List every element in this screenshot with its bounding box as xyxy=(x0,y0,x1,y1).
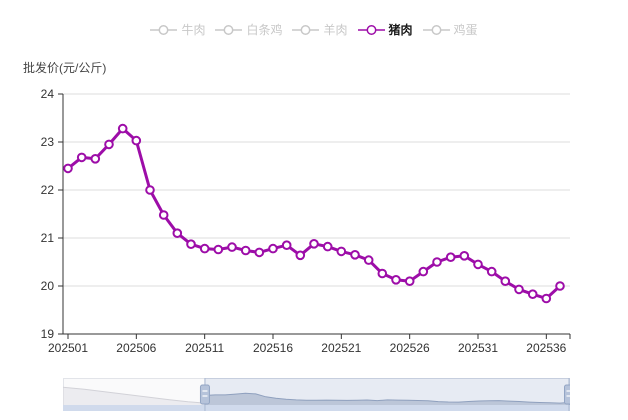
data-point-marker[interactable] xyxy=(391,275,401,285)
data-point-marker[interactable] xyxy=(172,228,183,238)
y-tick-label: 19 xyxy=(41,327,55,341)
y-tick-label: 24 xyxy=(41,87,55,101)
data-point-marker[interactable] xyxy=(418,266,429,277)
legend-line-marker-icon xyxy=(215,24,243,35)
legend-label: 牛肉 xyxy=(181,23,206,37)
x-tick-label: 202531 xyxy=(458,341,498,355)
legend-label: 白条鸡 xyxy=(246,23,283,37)
x-tick-label: 202501 xyxy=(48,341,88,355)
legend-item-2[interactable]: 白条鸡 xyxy=(215,21,282,38)
data-point-marker[interactable] xyxy=(63,163,73,174)
data-point-marker[interactable] xyxy=(281,240,292,250)
x-tick-label: 202516 xyxy=(253,341,293,355)
data-point-marker[interactable] xyxy=(486,266,497,277)
series-line xyxy=(66,127,562,300)
data-point-marker[interactable] xyxy=(199,243,210,254)
data-point-marker[interactable] xyxy=(254,247,265,258)
data-point-marker[interactable] xyxy=(445,252,456,263)
data-point-marker[interactable] xyxy=(117,123,128,134)
legend-item-1[interactable]: 牛肉 xyxy=(150,21,205,38)
data-point-marker[interactable] xyxy=(186,239,196,249)
data-zoom-slider[interactable] xyxy=(62,378,574,412)
legend-label: 羊肉 xyxy=(323,23,348,37)
legend-line-marker-icon xyxy=(357,24,385,35)
data-point-marker[interactable] xyxy=(145,185,155,195)
data-point-marker[interactable] xyxy=(514,284,524,295)
legend-item-4[interactable]: 猪肉 xyxy=(357,21,413,38)
data-point-marker[interactable] xyxy=(131,135,142,146)
legend-line-marker-icon xyxy=(292,24,320,35)
data-point-marker[interactable] xyxy=(377,268,388,279)
data-point-marker[interactable] xyxy=(104,139,114,150)
data-point-marker[interactable] xyxy=(404,276,415,287)
x-tick-label: 202506 xyxy=(116,341,156,355)
data-point-marker[interactable] xyxy=(541,293,552,304)
data-point-marker[interactable] xyxy=(322,241,333,252)
legend-label: 猪肉 xyxy=(388,23,413,37)
data-point-marker[interactable] xyxy=(76,152,87,163)
data-point-marker[interactable] xyxy=(363,255,374,265)
data-point-marker[interactable] xyxy=(227,242,237,252)
y-tick-label: 21 xyxy=(41,231,55,245)
price-line-chart: 19 20 21 22 23 24 202501 202506 202511 202516 2025… xyxy=(41,87,571,355)
data-point-marker[interactable] xyxy=(500,276,511,287)
x-tick-label: 202521 xyxy=(321,341,361,355)
legend-item-3[interactable]: 羊肉 xyxy=(292,21,348,38)
data-point-marker[interactable] xyxy=(158,210,169,220)
x-tick-label: 202511 xyxy=(185,341,224,355)
data-point-marker[interactable] xyxy=(268,243,278,254)
data-point-marker[interactable] xyxy=(90,154,101,164)
y-tick-label: 23 xyxy=(41,135,55,149)
slider-right-handle[interactable] xyxy=(564,384,574,405)
x-tick-label: 202526 xyxy=(390,341,430,355)
data-point-marker[interactable] xyxy=(555,281,565,291)
legend-item-5[interactable]: 鸡蛋 xyxy=(422,21,478,38)
y-axis-title: 批发价(元/公斤) xyxy=(23,61,107,75)
x-tick-label: 202536 xyxy=(526,341,566,355)
data-point-marker[interactable] xyxy=(240,245,251,256)
data-point-marker[interactable] xyxy=(432,257,442,267)
data-point-marker[interactable] xyxy=(473,259,483,270)
legend-line-marker-icon xyxy=(422,24,450,35)
data-point-marker[interactable] xyxy=(295,250,306,261)
y-tick-label: 22 xyxy=(41,183,55,197)
pork-price-series xyxy=(63,123,565,304)
data-point-marker[interactable] xyxy=(336,246,347,257)
y-tick-label: 20 xyxy=(41,279,55,293)
slider-left-handle[interactable] xyxy=(199,384,210,405)
legend-label: 鸡蛋 xyxy=(453,23,478,37)
data-point-marker[interactable] xyxy=(350,250,360,260)
data-point-marker[interactable] xyxy=(309,239,319,249)
data-point-marker[interactable] xyxy=(459,251,470,261)
legend: 牛肉 白条鸡 羊肉 猪肉 鸡蛋 xyxy=(0,21,628,38)
data-point-marker[interactable] xyxy=(213,244,224,255)
legend-line-marker-icon xyxy=(150,24,178,35)
slider-move-bar[interactable] xyxy=(63,405,570,411)
data-point-marker[interactable] xyxy=(527,289,538,300)
